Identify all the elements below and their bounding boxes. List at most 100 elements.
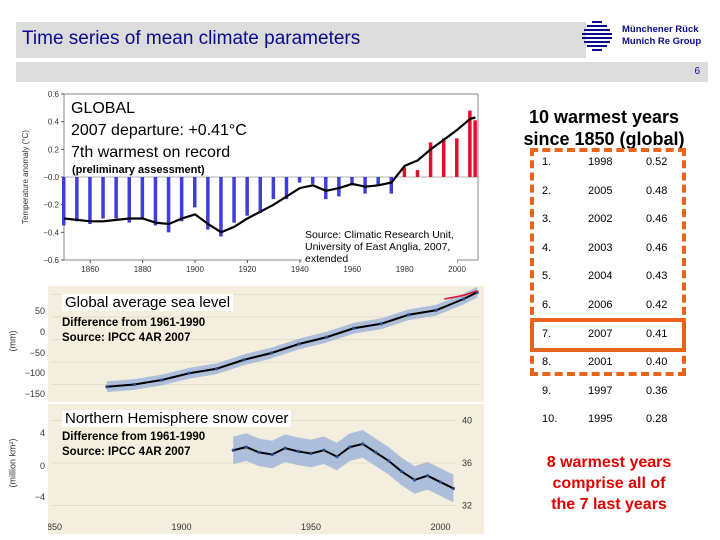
sea-level-point	[160, 378, 164, 382]
sea-level-point	[215, 367, 219, 371]
snow-x-tick-label: 2000	[430, 522, 450, 532]
rank-cell: 1.	[542, 156, 552, 168]
temp-bar	[88, 177, 92, 225]
anomaly-cell: 0.52	[646, 156, 668, 168]
snow-cover-point	[361, 442, 365, 446]
temp-bar	[415, 170, 420, 177]
table-row: 9. 1997 0.36	[530, 377, 690, 407]
sea-level-point	[105, 385, 109, 389]
snow-right-tick-label: 32	[462, 500, 472, 510]
rank-cell: 7.	[542, 327, 552, 340]
x-tick-label: 1940	[291, 265, 309, 274]
temperature-anomaly-chart: 0.6 0.4 0.2 −0.0 −0.2 −0.4 −0.6 Temperature ano…	[21, 90, 479, 274]
temp-bar	[219, 177, 223, 237]
x-tick-label: 1860	[81, 265, 99, 274]
temp-bar	[468, 110, 472, 177]
year-cell: 2002	[588, 213, 613, 226]
sea-y-tick-label: 0	[39, 327, 45, 337]
rank-cell: 8.	[542, 356, 552, 369]
sea-y-tick-label: −50	[29, 348, 45, 358]
snow-cover-point	[231, 448, 235, 452]
temp-bar	[206, 177, 210, 230]
subtitle-bar	[16, 62, 708, 82]
table-row: 8. 2001 0.40	[530, 348, 690, 378]
year-cell: 1995	[588, 413, 613, 426]
logo-text: Münchener Rück Munich Re Group	[622, 24, 702, 47]
temp-bar	[310, 177, 315, 184]
snow-cover-caption: Difference from 1961-1990 Source: IPCC 4…	[62, 431, 206, 458]
temp-bar	[140, 177, 145, 219]
temp-bar	[101, 177, 105, 219]
snow-y-axis-label: (million km²)	[7, 438, 18, 488]
table-row: 2. 2005 0.48	[530, 177, 690, 207]
snow-cover-point	[412, 478, 417, 482]
year-cell: 1997	[588, 384, 613, 397]
uncertainty-band	[233, 430, 454, 503]
y-tick-label: −0.4	[43, 228, 59, 237]
rank-cell: 5.	[542, 270, 552, 283]
snow-cover-point	[425, 474, 430, 478]
warmest-years-title: 10 warmest years since 1850 (global)	[523, 107, 685, 149]
rank-cell: 9.	[542, 384, 552, 397]
rank-cell: 3.	[542, 213, 552, 226]
sea-y-axis-label: (mm)	[7, 330, 18, 352]
snow-cover-title: Northern Hemisphere snow cover	[62, 410, 292, 427]
temp-bar	[455, 138, 459, 177]
temp-bar	[62, 177, 66, 226]
temp-bar	[428, 142, 433, 177]
temp-bar	[232, 177, 236, 223]
temp-bar	[193, 177, 197, 208]
year-cell: 2006	[588, 299, 613, 311]
x-tick-label: 1980	[396, 265, 414, 274]
preliminary-note: (preliminary assessment)	[72, 164, 205, 176]
sea-level-point	[187, 371, 191, 375]
title-bar	[16, 22, 586, 58]
snow-right-tick-label: 36	[462, 458, 472, 468]
table-row: 4. 2003 0.46	[530, 234, 690, 264]
y-tick-label: 0.4	[48, 118, 60, 127]
table-row: 3. 2002 0.46	[530, 205, 690, 235]
snow-cover-point	[296, 449, 300, 453]
temp-bar	[473, 120, 477, 177]
temp-bar	[441, 138, 446, 177]
sea-level-point	[324, 335, 328, 339]
x-tick-label: 1920	[239, 265, 257, 274]
sea-y-tick-label: −150	[24, 389, 45, 399]
snow-cover-point	[348, 445, 352, 449]
temp-bar	[284, 177, 289, 200]
temp-bar	[75, 177, 79, 222]
temp-bar	[297, 177, 302, 183]
y-tick-label: 0.6	[48, 90, 60, 99]
year-cell: 2005	[588, 184, 613, 197]
warmest-years-table: 1. 1998 0.52 2. 2005 0.48 3. 2002 0.46 4. 2003 0.46…	[530, 148, 690, 436]
table-row: 1. 1998 0.52	[530, 148, 690, 178]
temp-bar	[127, 177, 132, 223]
temp-bar	[376, 177, 380, 186]
y-tick-label: −0.6	[43, 256, 59, 265]
anomaly-cell: 0.46	[646, 213, 668, 226]
temp-bar	[245, 177, 249, 216]
anomaly-cell: 0.40	[646, 356, 668, 369]
year-cell: 2007	[588, 327, 613, 340]
temp-bar	[179, 177, 184, 222]
snow-x-tick-label: 1850	[48, 522, 62, 532]
sea-y-tick-label: 50	[34, 306, 45, 316]
year-cell: 2004	[588, 270, 613, 283]
table-row: 10. 1995 0.28	[530, 405, 690, 435]
snow-cover-line	[233, 442, 454, 490]
snow-cover-point	[335, 455, 339, 459]
conclusion-text: 8 warmest years comprise all of the 7 la…	[546, 454, 672, 513]
satellite-line	[444, 290, 478, 300]
uncertainty-band	[106, 286, 478, 393]
snow-x-tick-label: 1950	[301, 522, 321, 532]
snow-cover-point	[283, 446, 287, 450]
global-caption: GLOBAL 2007 departure: +0.41°C 7th warme…	[68, 98, 250, 164]
temp-bar	[350, 177, 354, 186]
temp-bar	[402, 167, 407, 177]
sea-level-caption: Difference from 1961-1990 Source: IPCC 4…	[62, 317, 206, 344]
y-tick-label: −0.2	[43, 201, 59, 210]
snow-cover-point	[400, 469, 404, 474]
snow-left-tick-label: −4	[34, 492, 45, 502]
top-eight-highlight-box	[530, 148, 686, 376]
snow-cover-point	[309, 451, 313, 456]
